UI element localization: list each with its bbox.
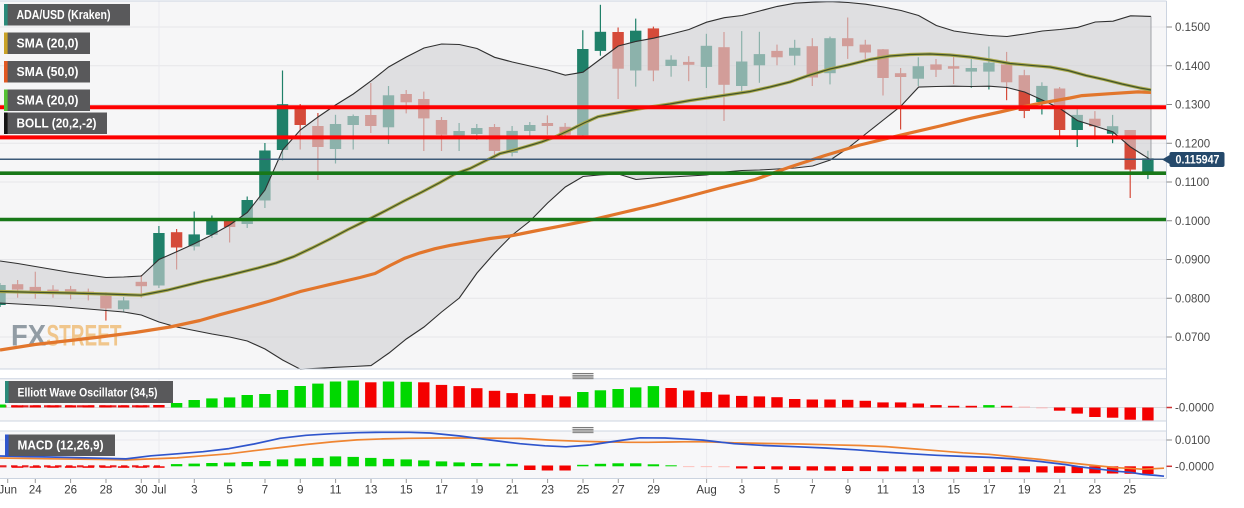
svg-text:-0.0000: -0.0000	[1175, 403, 1214, 415]
svg-text:11: 11	[877, 485, 889, 497]
svg-text:0.1200: 0.1200	[1175, 138, 1210, 150]
svg-text:19: 19	[471, 485, 484, 497]
svg-text:15: 15	[400, 485, 413, 497]
svg-text:13: 13	[912, 485, 925, 497]
svg-text:17: 17	[435, 485, 448, 497]
svg-text:9: 9	[845, 485, 851, 497]
svg-text:SMA (20,0): SMA (20,0)	[17, 94, 79, 108]
svg-text:13: 13	[365, 485, 378, 497]
svg-text:9: 9	[297, 485, 303, 497]
svg-text:27: 27	[612, 485, 625, 497]
svg-text:SMA (50,0): SMA (50,0)	[17, 65, 79, 79]
svg-text:0.1000: 0.1000	[1175, 216, 1210, 228]
svg-text:-0.0000: -0.0000	[1175, 461, 1214, 473]
svg-text:0.1500: 0.1500	[1175, 22, 1210, 34]
svg-text:21: 21	[1053, 485, 1066, 497]
svg-text:30: 30	[135, 485, 148, 497]
svg-text:0.0800: 0.0800	[1175, 293, 1210, 305]
svg-text:0.0100: 0.0100	[1175, 435, 1210, 447]
svg-text:Elliott Wave Oscillator (34,5): Elliott Wave Oscillator (34,5)	[18, 385, 158, 399]
svg-text:0.0700: 0.0700	[1175, 332, 1210, 344]
svg-text:Jun: Jun	[0, 485, 17, 497]
svg-text:0.1100: 0.1100	[1175, 177, 1209, 189]
svg-text:SMA (20,0): SMA (20,0)	[17, 37, 79, 51]
svg-text:28: 28	[100, 485, 113, 497]
svg-text:7: 7	[262, 485, 268, 497]
svg-text:15: 15	[947, 485, 960, 497]
svg-text:17: 17	[983, 485, 996, 497]
svg-text:0.1300: 0.1300	[1175, 100, 1210, 112]
svg-text:3: 3	[739, 485, 745, 497]
svg-text:19: 19	[1018, 485, 1031, 497]
svg-text:23: 23	[541, 485, 554, 497]
svg-text:23: 23	[1088, 485, 1101, 497]
svg-text:0.115947: 0.115947	[1176, 152, 1220, 166]
svg-text:BOLL (20,2,-2): BOLL (20,2,-2)	[17, 117, 97, 131]
svg-text:26: 26	[64, 485, 77, 497]
svg-text:0.0900: 0.0900	[1175, 255, 1210, 267]
svg-text:21: 21	[506, 485, 519, 497]
svg-text:MACD (12,26,9): MACD (12,26,9)	[18, 439, 104, 453]
svg-text:0.1400: 0.1400	[1175, 61, 1210, 73]
svg-text:Aug: Aug	[696, 485, 716, 497]
svg-text:3: 3	[191, 485, 197, 497]
svg-text:29: 29	[647, 485, 660, 497]
svg-text:25: 25	[577, 485, 590, 497]
svg-text:11: 11	[330, 485, 342, 497]
svg-text:ADA/USD (Kraken): ADA/USD (Kraken)	[17, 8, 111, 22]
svg-text:Jul: Jul	[152, 485, 167, 497]
svg-text:5: 5	[226, 485, 232, 497]
svg-text:5: 5	[774, 485, 780, 497]
svg-text:25: 25	[1123, 485, 1136, 497]
svg-text:7: 7	[809, 485, 815, 497]
svg-text:24: 24	[29, 485, 42, 497]
